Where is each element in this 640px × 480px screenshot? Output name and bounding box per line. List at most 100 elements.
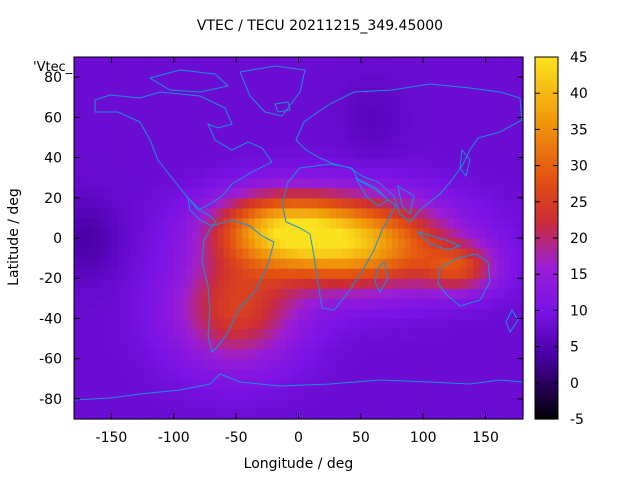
heatmap-cell — [111, 388, 119, 400]
heatmap-cell — [373, 107, 381, 118]
heatmap-cell — [161, 227, 169, 239]
heatmap-cell — [385, 248, 393, 259]
heatmap-cell — [117, 107, 125, 118]
heatmap-cell — [223, 217, 231, 229]
heatmap-cell — [448, 388, 456, 400]
heatmap-cell — [80, 238, 88, 249]
heatmap-cell — [466, 137, 474, 149]
chart-title: VTEC / TECU 20211215_349.45000 — [196, 18, 444, 34]
heatmap-cell — [123, 207, 131, 219]
heatmap-cell — [510, 378, 518, 390]
heatmap-cell — [435, 97, 443, 108]
heatmap-cell — [342, 358, 349, 370]
heatmap-cell — [404, 57, 412, 68]
y-tick-label: 20 — [44, 191, 62, 207]
heatmap-cell — [329, 137, 337, 149]
heatmap-cell — [86, 227, 94, 239]
heatmap-cell — [385, 97, 393, 108]
heatmap-cell — [360, 358, 368, 370]
heatmap-cell — [292, 137, 300, 149]
heatmap-cell — [192, 217, 200, 229]
heatmap-cell — [267, 358, 275, 370]
heatmap-cell — [236, 318, 243, 330]
heatmap-cell — [136, 87, 144, 98]
heatmap-cell — [423, 328, 431, 340]
heatmap-cell — [304, 308, 312, 320]
heatmap-cell — [423, 378, 431, 390]
heatmap-cell — [217, 328, 225, 340]
heatmap-cell — [367, 107, 374, 118]
heatmap-cell — [479, 288, 487, 299]
heatmap-cell — [342, 197, 349, 209]
heatmap-cell — [441, 398, 449, 410]
colorbar-segment — [535, 241, 558, 246]
heatmap-cell — [286, 298, 293, 309]
heatmap-cell — [504, 227, 512, 239]
heatmap-cell — [192, 107, 200, 118]
heatmap-cell — [479, 398, 487, 410]
heatmap-cell — [323, 298, 331, 309]
heatmap-cell — [192, 187, 200, 199]
heatmap-cell — [267, 177, 275, 189]
heatmap-cell — [498, 147, 505, 159]
heatmap-cell — [142, 117, 150, 128]
heatmap-cell — [448, 338, 456, 350]
heatmap-cell — [254, 127, 262, 139]
heatmap-cell — [423, 398, 431, 410]
heatmap-cell — [385, 117, 393, 128]
heatmap-cell — [323, 207, 331, 219]
heatmap-cell — [217, 298, 225, 309]
heatmap-cell — [317, 408, 325, 420]
heatmap-cell — [367, 167, 374, 179]
heatmap-cell — [448, 87, 456, 98]
heatmap-cell — [167, 197, 175, 209]
heatmap-cell — [317, 227, 325, 239]
heatmap-cell — [74, 338, 81, 350]
heatmap-cell — [342, 187, 349, 199]
heatmap-cell — [155, 187, 162, 199]
heatmap-cell — [429, 278, 437, 289]
heatmap-cell — [323, 308, 331, 320]
heatmap-cell — [448, 207, 456, 219]
heatmap-cell — [92, 248, 100, 259]
colorbar-tick-label: 5 — [570, 340, 579, 356]
heatmap-cell — [180, 238, 187, 249]
heatmap-cell — [261, 137, 268, 149]
heatmap-cell — [74, 187, 81, 199]
heatmap-cell — [186, 187, 194, 199]
heatmap-cell — [223, 288, 231, 299]
heatmap-cell — [105, 167, 113, 179]
colorbar-segment — [535, 125, 558, 130]
heatmap-cell — [217, 77, 225, 88]
heatmap-cell — [148, 298, 156, 309]
heatmap-cell — [373, 117, 381, 128]
heatmap-cell — [367, 308, 374, 320]
heatmap-cell — [479, 147, 487, 159]
heatmap-cell — [236, 67, 243, 78]
heatmap-cell — [342, 137, 349, 149]
heatmap-cell — [335, 117, 343, 128]
heatmap-cell — [242, 358, 250, 370]
heatmap-cell — [429, 197, 437, 209]
heatmap-cell — [211, 368, 219, 380]
heatmap-cell — [429, 328, 437, 340]
heatmap-cell — [429, 248, 437, 259]
heatmap-cell — [310, 398, 318, 410]
heatmap-cell — [123, 328, 131, 340]
heatmap-cell — [360, 197, 368, 209]
heatmap-cell — [516, 217, 524, 229]
heatmap-cell — [248, 318, 256, 330]
heatmap-cell — [454, 127, 462, 139]
heatmap-cell — [229, 348, 237, 360]
heatmap-cell — [111, 278, 119, 289]
heatmap-cell — [292, 348, 300, 360]
heatmap-cell — [510, 328, 518, 340]
heatmap-cell — [441, 187, 449, 199]
heatmap-cell — [392, 147, 399, 159]
heatmap-cell — [161, 167, 169, 179]
heatmap-cell — [323, 167, 331, 179]
heatmap-cell — [236, 238, 243, 249]
heatmap-cell — [279, 398, 287, 410]
heatmap-cell — [392, 97, 399, 108]
heatmap-cell — [310, 248, 318, 259]
